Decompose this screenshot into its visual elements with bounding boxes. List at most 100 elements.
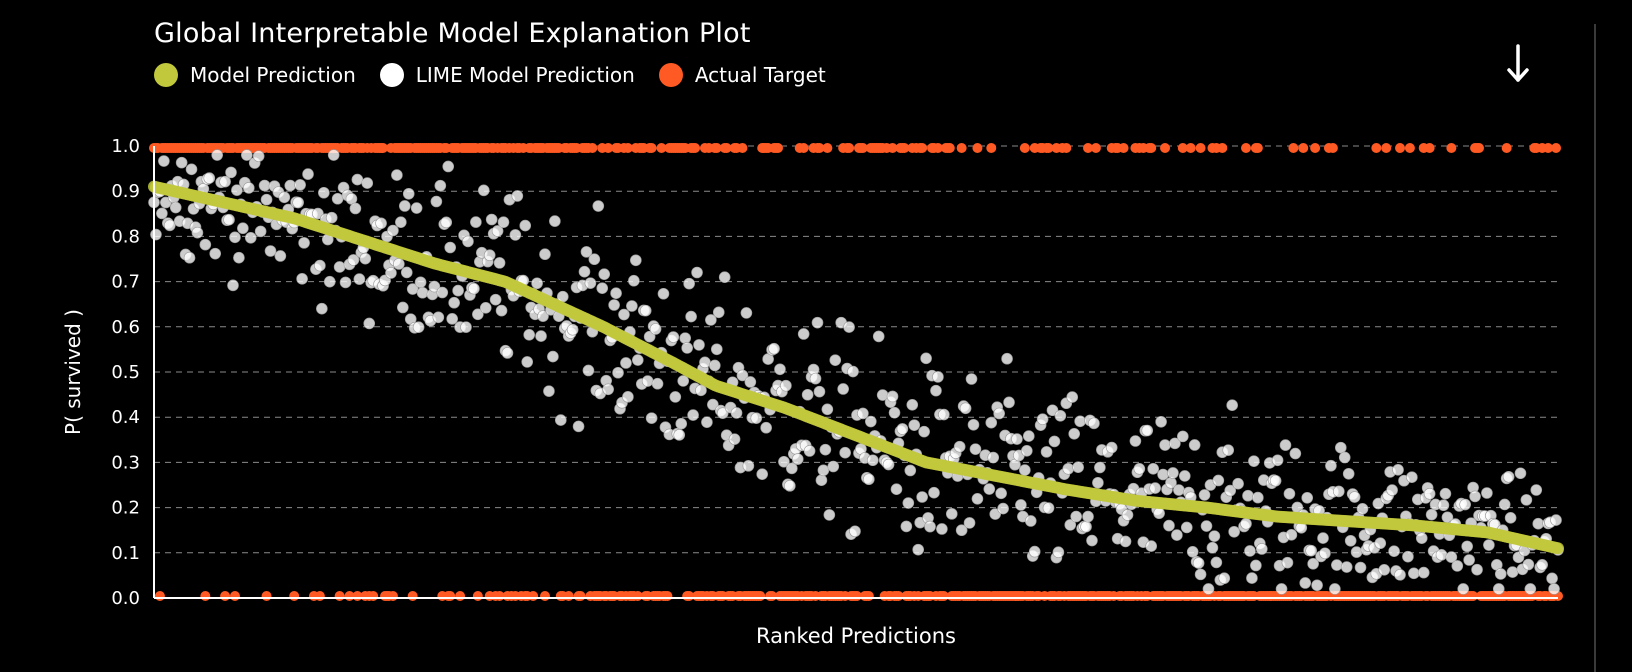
lime-point — [1354, 561, 1367, 574]
lime-point — [254, 225, 267, 238]
lime-point — [843, 321, 855, 333]
lime-point — [608, 299, 620, 311]
lime-point — [1198, 489, 1211, 501]
lime-point — [1331, 559, 1343, 571]
lime-point — [1141, 424, 1154, 437]
lime-point — [744, 376, 757, 388]
lime-point — [1040, 446, 1053, 458]
lime-point — [432, 311, 445, 324]
actual-target-point — [1043, 143, 1054, 153]
legend-item-model-prediction[interactable]: Model Prediction — [154, 63, 356, 87]
lime-point — [1169, 437, 1181, 450]
lime-point — [1340, 561, 1353, 573]
lime-point — [1402, 550, 1414, 563]
y-tick-label: 0.8 — [111, 226, 140, 247]
lime-point — [612, 366, 624, 379]
lime-point — [679, 332, 691, 344]
lime-point — [1092, 476, 1104, 489]
lime-point — [716, 407, 729, 419]
lime-point — [400, 266, 413, 279]
lime-point — [882, 458, 895, 471]
actual-target-point — [1241, 143, 1251, 153]
lime-point — [460, 321, 472, 333]
lime-point — [1222, 444, 1235, 456]
lime-point — [1532, 517, 1545, 530]
lime-point — [683, 277, 695, 290]
actual-target-point — [690, 143, 701, 153]
y-tick-label: 0.1 — [111, 543, 140, 564]
lime-point — [1246, 572, 1258, 584]
lime-point — [736, 369, 749, 382]
lime-point — [681, 342, 693, 354]
lime-point — [1451, 560, 1464, 572]
actual-target-point — [944, 143, 955, 153]
lime-point — [707, 398, 719, 411]
legend-item-actual-target[interactable]: Actual Target — [658, 63, 826, 87]
lime-point — [1494, 568, 1507, 580]
lime-point — [1348, 491, 1361, 503]
lime-point — [175, 156, 188, 169]
lime-point — [710, 343, 723, 356]
legend-swatch-lime-prediction — [379, 63, 404, 87]
lime-point — [219, 175, 231, 188]
lime-point — [349, 202, 362, 215]
lime-point — [1212, 474, 1225, 487]
lime-point — [987, 451, 1000, 464]
actual-target-point — [455, 591, 466, 601]
lime-point — [1105, 441, 1118, 454]
lime-point — [323, 275, 336, 288]
lime-point — [918, 425, 930, 438]
actual-target-point — [1019, 143, 1030, 153]
lime-point — [965, 373, 978, 385]
lime-point — [902, 497, 915, 509]
lime-point — [730, 407, 743, 419]
actual-target-point — [563, 591, 574, 601]
lime-point — [865, 415, 877, 428]
lime-point — [797, 328, 810, 340]
lime-point — [1021, 444, 1033, 457]
lime-points — [148, 149, 1564, 595]
lime-point — [393, 258, 405, 270]
lime-point — [1344, 534, 1357, 547]
download-button[interactable] — [1498, 40, 1538, 90]
lime-point — [566, 323, 579, 336]
legend-item-lime-prediction[interactable]: LIME Model Prediction — [379, 63, 635, 87]
lime-point — [385, 267, 397, 279]
lime-point — [592, 200, 605, 212]
lime-point — [242, 182, 255, 194]
actual-target-point — [1446, 143, 1457, 153]
lime-point — [398, 200, 411, 212]
lime-point — [1240, 517, 1252, 530]
lime-point — [953, 440, 966, 453]
lime-point — [444, 241, 457, 254]
lime-point — [1226, 399, 1238, 412]
lime-point — [485, 213, 498, 226]
lime-point — [639, 304, 652, 317]
lime-point — [1471, 563, 1483, 576]
lime-point — [705, 314, 717, 326]
lime-point — [183, 251, 196, 264]
legend-label-actual-target: Actual Target — [694, 63, 826, 87]
lime-point — [1406, 471, 1418, 483]
lime-point — [554, 414, 567, 426]
model-prediction-points — [148, 180, 1564, 555]
lime-point — [718, 271, 731, 283]
lime-point — [375, 217, 387, 230]
actual-target-point — [1474, 143, 1485, 153]
actual-target-point — [539, 591, 550, 601]
actual-target-point — [1501, 143, 1512, 153]
lime-point — [353, 273, 366, 285]
lime-point — [1271, 454, 1284, 467]
lime-point — [1001, 352, 1013, 365]
lime-point — [229, 231, 241, 244]
actual-target-point — [528, 591, 539, 601]
lime-point — [430, 195, 443, 208]
lime-point — [1425, 508, 1438, 521]
actual-target-point — [1118, 143, 1129, 153]
model-prediction-point — [1552, 542, 1564, 555]
lime-point — [1319, 547, 1331, 560]
lime-point — [448, 296, 460, 309]
lime-point — [1192, 557, 1205, 569]
lime-point — [501, 347, 514, 359]
actual-target-point — [603, 143, 614, 153]
